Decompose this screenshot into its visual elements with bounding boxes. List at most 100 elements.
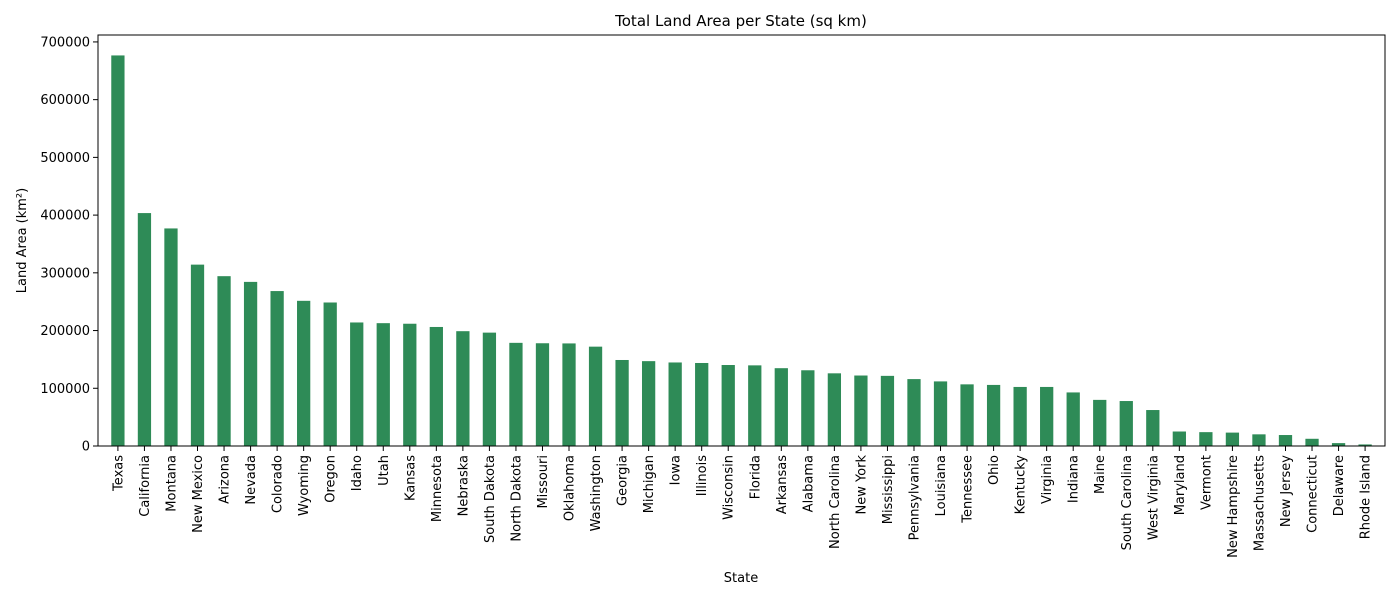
x-tick-label: North Carolina <box>828 455 843 549</box>
bar <box>1172 431 1186 446</box>
y-tick-label: 600000 <box>40 93 90 108</box>
y-tick-label: 100000 <box>40 382 90 397</box>
bar <box>986 384 1001 446</box>
bar <box>1066 392 1080 446</box>
x-tick-label: Pennsylvania <box>907 455 922 540</box>
x-tick-label: South Carolina <box>1120 455 1135 550</box>
x-tick-label: Oklahoma <box>563 455 578 521</box>
bar <box>270 291 284 446</box>
x-tick-label: Indiana <box>1067 455 1082 503</box>
bar <box>827 373 842 446</box>
bar <box>1119 401 1133 446</box>
bar <box>960 384 974 446</box>
bar <box>1278 435 1293 446</box>
x-tick-label: South Dakota <box>483 455 498 543</box>
bar <box>801 370 815 446</box>
bar <box>907 379 921 446</box>
x-tick-label: New York <box>854 455 869 515</box>
bars-group <box>111 55 1372 447</box>
bar <box>774 368 788 446</box>
bar <box>429 326 443 446</box>
bar <box>1093 399 1107 446</box>
y-tick-label: 0 <box>82 440 90 455</box>
x-tick-label: Iowa <box>669 455 684 485</box>
bar <box>641 361 656 446</box>
plot-frame <box>97 34 1386 447</box>
y-tick-label: 700000 <box>40 35 90 50</box>
x-tick-label: Wisconsin <box>722 455 737 520</box>
y-axis-title: Land Area (km²) <box>15 188 30 293</box>
bar <box>1040 386 1054 446</box>
bar <box>1225 432 1240 446</box>
x-tick-label: California <box>138 455 153 517</box>
bar <box>1358 444 1372 446</box>
bar <box>562 343 576 446</box>
bar <box>721 365 735 446</box>
x-tick-label: Oregon <box>324 455 339 503</box>
x-tick-label: Nevada <box>244 455 259 505</box>
bar <box>297 300 311 446</box>
bar <box>1013 386 1027 446</box>
bar <box>748 365 762 446</box>
bar <box>1305 438 1319 446</box>
x-axis-title: State <box>724 571 758 586</box>
x-tick-label: Ohio <box>987 455 1002 485</box>
bar <box>243 281 258 446</box>
x-tick-label: Georgia <box>616 455 631 506</box>
x-tick-label: Tennessee <box>961 455 976 524</box>
x-tick-label: Delaware <box>1332 455 1347 516</box>
bar <box>137 213 152 446</box>
x-tick-label: North Dakota <box>509 455 524 542</box>
bar <box>217 276 231 446</box>
x-tick-label: Vermont <box>1199 455 1214 510</box>
x-tick-label: Maine <box>1093 455 1108 494</box>
x-tick-label: Mississippi <box>881 455 896 524</box>
x-tick-label: Maryland <box>1173 455 1188 515</box>
x-tick-label: Arizona <box>218 455 233 504</box>
x-tick-label: Illinois <box>695 455 710 496</box>
x-tick-label: New Mexico <box>191 455 206 533</box>
bar <box>1252 434 1266 446</box>
y-tick-label: 500000 <box>40 151 90 166</box>
y-axis: 0 100000 200000 300000 400000 500000 600000 700… <box>40 35 98 455</box>
bar <box>350 322 364 446</box>
bar <box>323 302 337 446</box>
x-tick-label: Idaho <box>350 455 365 491</box>
x-tick-label: Virginia <box>1040 455 1055 504</box>
x-tick-label: Washington <box>589 455 604 531</box>
bar <box>376 323 390 446</box>
x-tick-label: West Virginia <box>1146 455 1161 540</box>
y-tick-label: 400000 <box>40 209 90 224</box>
bar <box>456 331 470 446</box>
x-tick-label: Louisiana <box>934 455 949 516</box>
bar <box>1199 432 1213 446</box>
x-tick-label: Arkansas <box>775 455 790 514</box>
x-tick-label: New Jersey <box>1279 455 1294 527</box>
bar <box>933 381 948 446</box>
x-axis: Texas California Montana New Mexico Arizona N… <box>111 446 1374 558</box>
x-tick-label: Kentucky <box>1014 455 1029 515</box>
x-tick-label: Connecticut <box>1306 455 1321 533</box>
x-tick-label: Minnesota <box>430 455 445 522</box>
bar <box>1331 443 1346 446</box>
bar <box>854 375 868 446</box>
bar <box>509 342 523 446</box>
x-tick-label: Michigan <box>642 455 657 513</box>
x-tick-label: Nebraska <box>456 455 471 516</box>
bar <box>588 346 603 446</box>
bar <box>190 264 205 446</box>
bar <box>535 343 550 446</box>
bar <box>880 375 895 446</box>
y-tick-label: 200000 <box>40 324 90 339</box>
x-tick-label: Wyoming <box>297 455 312 516</box>
x-tick-label: Colorado <box>271 455 286 513</box>
x-tick-label: Montana <box>164 455 179 512</box>
bar <box>615 359 629 446</box>
x-tick-label: New Hampshire <box>1226 455 1241 558</box>
x-tick-label: Alabama <box>801 455 816 512</box>
x-tick-label: Texas <box>111 455 126 492</box>
bar <box>668 362 682 446</box>
bar <box>111 55 125 447</box>
